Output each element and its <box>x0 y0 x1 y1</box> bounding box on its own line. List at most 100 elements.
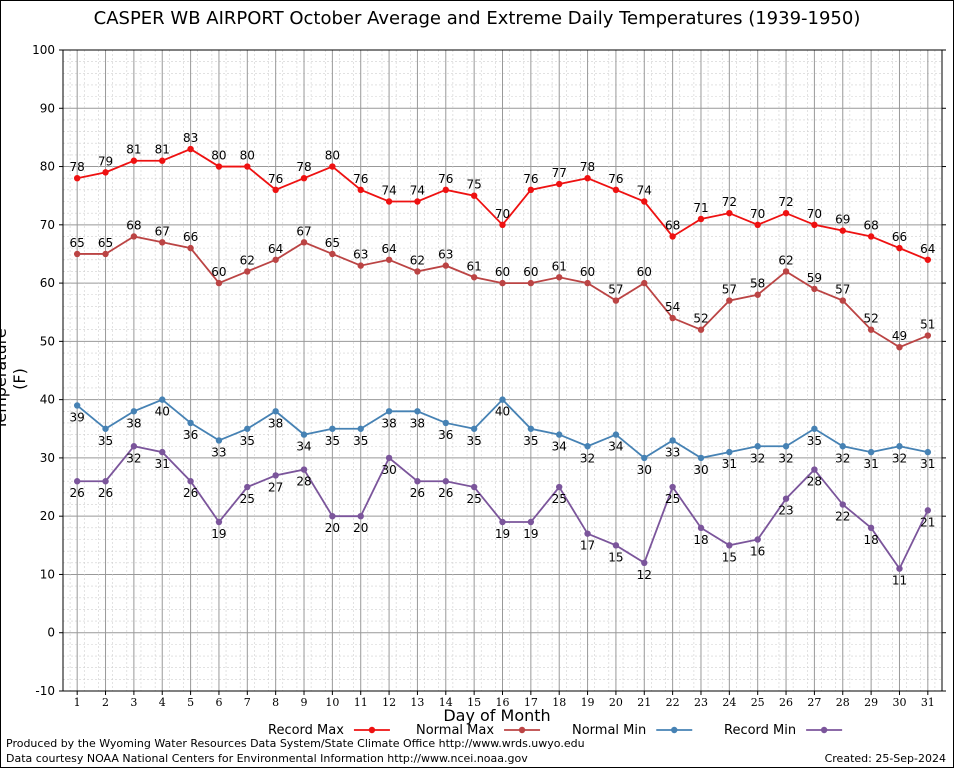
data-point-normal-min <box>499 396 506 403</box>
data-point-normal-max <box>187 244 194 252</box>
data-point-normal-max <box>300 239 308 246</box>
data-label-normal-max: 57 <box>722 283 737 297</box>
data-label-record-min: 22 <box>835 510 850 524</box>
data-point-record-max <box>556 180 563 188</box>
data-label-record-min: 11 <box>892 574 907 588</box>
data-point-record-max <box>329 163 336 170</box>
data-label-record-max: 70 <box>807 207 822 221</box>
data-label-record-min: 17 <box>580 539 595 553</box>
data-point-normal-max <box>272 256 279 263</box>
data-label-normal-min: 40 <box>155 405 170 419</box>
data-point-normal-min <box>782 443 790 450</box>
y-tick-label: 10 <box>40 567 55 581</box>
data-point-normal-min <box>414 408 421 415</box>
data-point-normal-min <box>130 408 138 415</box>
data-point-normal-min <box>102 425 109 432</box>
y-axis-label: Temperature (F) <box>0 328 29 430</box>
data-point-record-min <box>272 472 279 479</box>
data-point-record-max <box>130 157 138 164</box>
data-label-record-min: 16 <box>750 544 765 558</box>
data-label-record-max: 78 <box>296 160 311 174</box>
data-label-record-max: 81 <box>126 143 141 157</box>
data-label-record-max: 81 <box>155 143 170 157</box>
data-point-normal-max <box>867 326 875 333</box>
x-axis-label: Day of Month <box>443 706 551 725</box>
data-point-record-min <box>527 518 535 526</box>
data-label-record-max: 64 <box>920 242 935 256</box>
data-label-normal-min: 33 <box>211 445 226 459</box>
data-point-normal-max <box>584 279 591 287</box>
data-point-normal-min <box>329 425 336 432</box>
data-label-normal-min: 39 <box>70 410 85 424</box>
data-label-record-min: 18 <box>693 533 708 547</box>
data-point-normal-min <box>357 425 364 432</box>
data-point-normal-max <box>159 239 166 246</box>
data-label-normal-max: 65 <box>325 236 340 250</box>
data-label-normal-min: 35 <box>467 434 482 448</box>
data-label-record-max: 79 <box>98 154 113 168</box>
y-tick-label: 30 <box>40 451 55 465</box>
y-tick-label: 80 <box>40 160 55 174</box>
data-label-normal-min: 32 <box>580 451 595 465</box>
data-point-record-max <box>385 198 393 205</box>
chart-title: CASPER WB AIRPORT October Average and Ex… <box>93 8 861 29</box>
legend-marker-record-min <box>820 726 828 734</box>
data-point-normal-max <box>357 262 364 269</box>
data-point-record-min <box>556 483 563 491</box>
x-tick-label: 21 <box>637 696 651 709</box>
data-label-normal-max: 62 <box>410 253 425 267</box>
data-point-normal-max <box>414 268 421 275</box>
x-tick-label: 28 <box>836 696 850 709</box>
data-point-normal-max <box>641 279 648 287</box>
data-point-normal-max <box>499 279 506 287</box>
data-label-normal-min: 34 <box>552 440 567 454</box>
data-point-record-min <box>73 478 81 485</box>
data-point-normal-min <box>697 454 705 462</box>
data-label-record-min: 26 <box>183 486 198 500</box>
data-point-record-min <box>329 512 336 520</box>
data-point-record-min <box>385 454 393 462</box>
data-point-record-max <box>669 233 676 240</box>
data-label-record-min: 19 <box>495 527 510 541</box>
data-label-normal-max: 60 <box>637 265 652 279</box>
data-point-normal-max <box>782 268 790 275</box>
data-point-record-max <box>215 163 223 170</box>
data-label-normal-min: 34 <box>608 440 623 454</box>
data-label-normal-min: 35 <box>807 434 822 448</box>
data-label-record-max: 69 <box>835 213 850 227</box>
data-point-normal-max <box>73 250 81 258</box>
data-label-record-max: 68 <box>665 218 680 232</box>
data-label-record-min: 20 <box>353 521 368 535</box>
data-point-record-min <box>839 501 846 508</box>
data-point-normal-max <box>726 297 733 304</box>
data-point-normal-min <box>726 448 733 456</box>
x-tick-label: 30 <box>892 696 906 709</box>
data-point-normal-min <box>641 454 648 462</box>
data-point-record-min <box>130 443 138 450</box>
data-point-normal-max <box>811 285 818 293</box>
data-label-normal-min: 38 <box>268 416 283 430</box>
data-label-normal-max: 67 <box>155 224 170 238</box>
data-point-record-min <box>357 512 364 520</box>
data-point-normal-min <box>187 419 194 427</box>
data-label-normal-min: 33 <box>665 445 680 459</box>
data-point-record-min <box>584 530 591 537</box>
data-label-record-max: 70 <box>495 207 510 221</box>
data-point-normal-min <box>556 431 563 438</box>
data-point-record-max <box>754 221 761 229</box>
x-tick-label: 17 <box>524 696 538 709</box>
data-label-normal-max: 60 <box>495 265 510 279</box>
data-point-record-max <box>244 163 251 170</box>
series-normal-max: 65 65 68 67 66 60 62 64 67 65 63 64 62 63 61 60 60 61 60 57… <box>70 218 935 351</box>
legend-label-normal-max: Normal Max <box>416 723 494 738</box>
data-point-record-max <box>839 227 846 234</box>
data-label-normal-min: 30 <box>637 463 652 477</box>
data-label-normal-min: 38 <box>381 416 396 430</box>
legend-marker-normal-max <box>518 726 526 734</box>
data-label-normal-min: 38 <box>126 416 141 430</box>
data-label-normal-max: 58 <box>750 277 765 291</box>
data-point-normal-max <box>612 297 620 304</box>
x-tick-label: 2 <box>102 696 109 709</box>
data-point-record-max <box>527 186 535 194</box>
